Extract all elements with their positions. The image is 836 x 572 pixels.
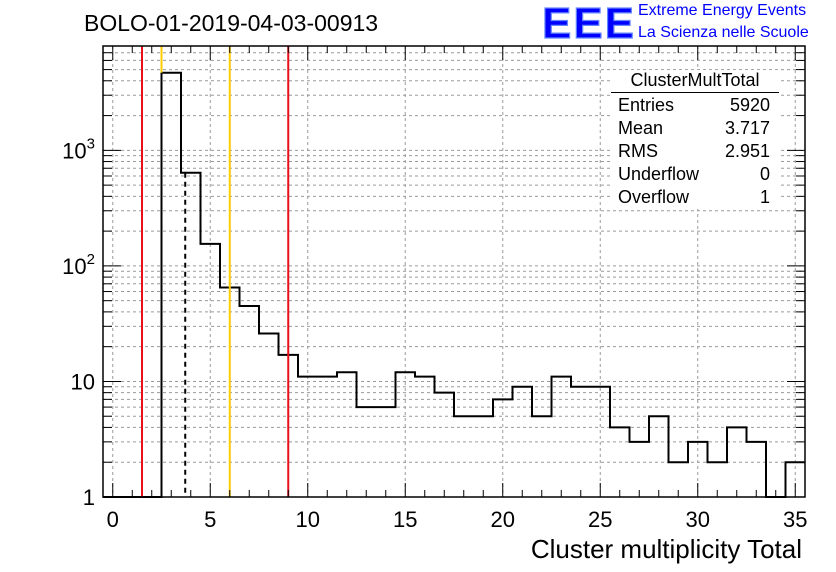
eee-logo: EEE [542,2,635,44]
stats-title: ClusterMultTotal [611,70,779,93]
x-tick-label: 15 [393,507,417,532]
logo-line-1: Extreme Energy Events [638,2,807,19]
run-title: BOLO-01-2019-04-03-00913 [84,10,379,36]
stats-box: ClusterMultTotal Entries 5920 Mean 3.717 R… [611,70,779,209]
stats-value: 0 [759,164,770,184]
stats-value: 2.951 [724,141,770,161]
stats-row-rms: RMS 2.951 [611,140,779,163]
stats-label: Mean [618,118,664,138]
y-tick-label: 10 [71,369,95,394]
stats-value: 5920 [729,95,770,115]
x-tick-label: 35 [783,507,807,532]
histogram-series [103,71,805,498]
x-tick-label: 10 [296,507,320,532]
x-tick-label: 25 [588,507,612,532]
stats-label: Overflow [618,187,690,207]
x-tick-label: 30 [686,507,710,532]
stats-label: RMS [618,141,658,161]
stats-label: Underflow [618,164,700,184]
x-tick-label: 0 [107,507,119,532]
logo-line-2: La Scienza nelle Scuole [638,24,809,41]
stats-row-mean: Mean 3.717 [611,117,779,140]
stats-row-entries: Entries 5920 [611,94,779,117]
stats-row-overflow: Overflow 1 [611,186,779,209]
x-tick-label: 20 [491,507,515,532]
stats-value: 3.717 [724,118,770,138]
stats-value: 1 [759,187,770,207]
x-tick-label: 5 [204,507,216,532]
stats-label: Entries [618,95,675,115]
y-tick-label: 103 [62,135,95,163]
y-tick-label: 1 [83,485,95,510]
x-axis-label: Cluster multiplicity Total [530,534,802,564]
eee-logo-text: EEE [542,2,634,44]
y-tick-label: 102 [62,251,95,279]
stats-row-underflow: Underflow 0 [611,163,779,186]
